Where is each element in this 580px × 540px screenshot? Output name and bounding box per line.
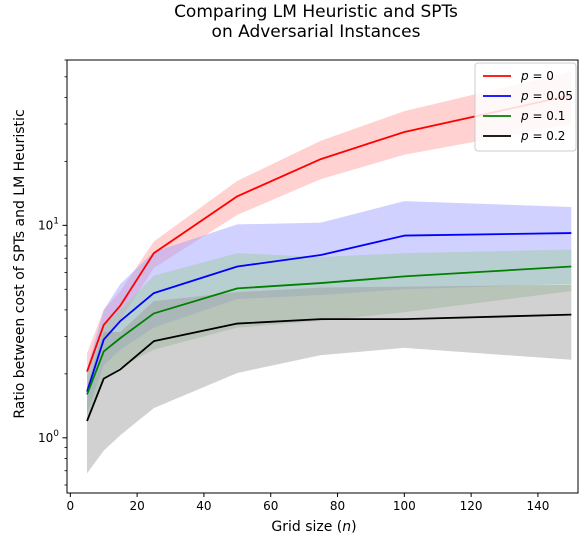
x-axis-label: Grid size (n) <box>271 519 356 535</box>
x-axis: 0 20 40 60 80 100 120 140 <box>67 493 549 513</box>
line-series-0 <box>86 94 572 372</box>
chart-title-line-1: Comparing LM Heuristic and SPTs <box>174 2 458 22</box>
x-axis-label-text: Grid size ( <box>271 519 342 535</box>
legend: p = 0 p = 0.05 p = 0.1 p = 0.2 <box>474 62 577 152</box>
band-series-2 <box>87 249 572 418</box>
chart-title: Comparing LM Heuristic and SPTs on Adver… <box>174 2 458 42</box>
legend-box <box>474 62 577 152</box>
series-lines <box>86 94 572 422</box>
x-tick-label: 40 <box>196 499 211 513</box>
y-tick-label: 101 <box>38 216 59 232</box>
x-axis-label-close: ) <box>351 519 356 535</box>
line-series-2 <box>86 265 572 395</box>
legend-label-0: p = 0 <box>520 69 554 83</box>
plot-frame <box>66 59 579 494</box>
legend-label-1: p = 0.05 <box>520 89 573 103</box>
chart-title-line-2: on Adversarial Instances <box>212 22 421 42</box>
line-series-3 <box>86 313 572 422</box>
x-tick-label: 80 <box>330 499 345 513</box>
x-axis-label-var: n <box>342 519 351 535</box>
y-axis: 100 101 <box>38 59 67 486</box>
x-tick-label: 20 <box>129 499 144 513</box>
legend-label-2: p = 0.1 <box>520 109 565 123</box>
band-series-1 <box>87 201 572 414</box>
x-tick-label: 140 <box>526 499 549 513</box>
x-tick-label: 60 <box>263 499 278 513</box>
y-tick-label: 100 <box>38 429 59 445</box>
y-axis-label: Ratio between cost of SPTs and LM Heuris… <box>12 109 28 418</box>
band-series-3 <box>87 284 572 474</box>
x-tick-label: 120 <box>460 499 483 513</box>
x-tick-label: 100 <box>393 499 416 513</box>
legend-label-3: p = 0.2 <box>520 129 565 143</box>
line-series-1 <box>86 232 572 392</box>
x-tick-label: 0 <box>67 499 75 513</box>
